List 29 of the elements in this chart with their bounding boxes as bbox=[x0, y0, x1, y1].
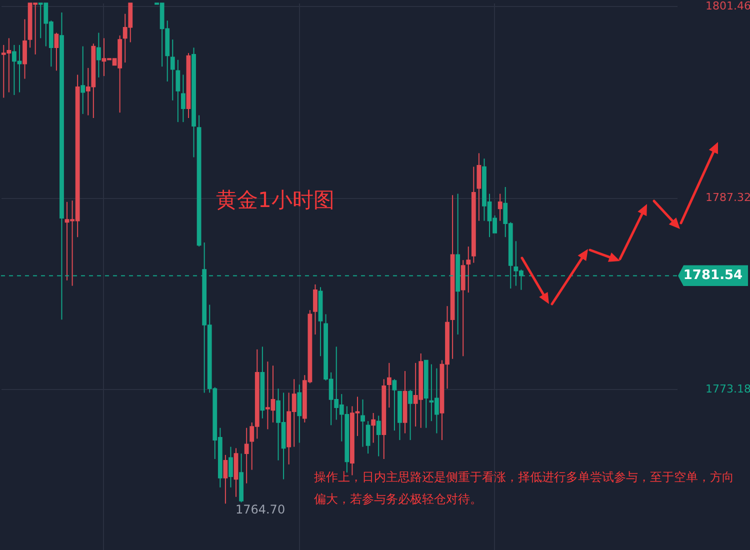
candlestick bbox=[498, 193, 502, 222]
ref-line-label: 1781.54 bbox=[678, 265, 748, 286]
candlestick bbox=[392, 378, 397, 432]
candlestick bbox=[297, 384, 302, 444]
candlestick bbox=[96, 32, 101, 78]
candlestick bbox=[22, 18, 27, 80]
candlestick bbox=[228, 446, 233, 488]
y-tick-label: 1787.32 bbox=[706, 191, 750, 204]
annotation: 操作上，日内主思路还是侧重于看涨，择低进行多单尝试参与，至于空单，方向偏大，若参与务必极轻仓对待。 bbox=[314, 469, 735, 508]
candlestick bbox=[223, 454, 228, 504]
y-tick-label: 1773.18 bbox=[706, 382, 750, 396]
candlestick bbox=[181, 74, 186, 123]
candlestick bbox=[170, 39, 175, 101]
candlestick bbox=[466, 246, 471, 294]
text: 黄金1小时图 bbox=[216, 187, 334, 214]
candlestick bbox=[244, 427, 249, 484]
annotation: 1764.70 bbox=[235, 502, 286, 517]
candlestick bbox=[54, 32, 59, 72]
candlestick bbox=[360, 398, 365, 448]
candlestick bbox=[366, 420, 370, 454]
candlestick bbox=[376, 415, 381, 457]
candlestick bbox=[371, 412, 376, 444]
candlestick bbox=[176, 59, 180, 123]
candlestick bbox=[386, 362, 392, 408]
candlestick bbox=[313, 284, 318, 336]
candlestick bbox=[80, 46, 86, 114]
y-tick-label: 1801.46 bbox=[706, 0, 750, 13]
candlestick bbox=[476, 152, 482, 222]
candlestick bbox=[408, 389, 412, 441]
